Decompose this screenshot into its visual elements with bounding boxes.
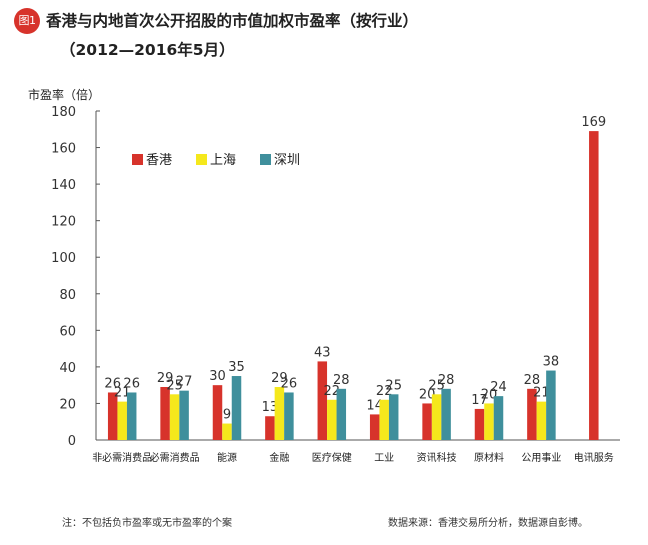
x-tick-label: 必需消费品 [150, 451, 200, 464]
bar-sh-2 [169, 394, 180, 440]
bar-sh-5 [327, 399, 337, 440]
data-label-sh-6: 22 [376, 384, 393, 399]
data-label-hk-6: 14 [366, 398, 383, 413]
y-tick-label: 120 [51, 215, 76, 230]
data-label-sh-7: 25 [428, 378, 445, 393]
data-label-hk-10: 169 [581, 115, 606, 130]
data-label-sh-2: 25 [166, 378, 183, 393]
chart-subtitle: （2012—2016年5月） [60, 41, 235, 59]
legend-label-hk: 香港 [146, 153, 172, 168]
data-label-sz-7: 28 [438, 373, 455, 388]
bar-sh-4 [274, 386, 285, 440]
bar-sz-3 [231, 376, 242, 440]
bar-hk-7 [422, 403, 432, 440]
data-label-sz-3: 35 [228, 360, 245, 375]
data-label-hk-1: 26 [104, 376, 121, 391]
bar-hk-9 [527, 388, 537, 440]
bar-sz-9 [546, 370, 556, 440]
bar-sh-3 [222, 423, 232, 440]
bar-sz-4 [284, 392, 294, 440]
x-tick-label: 原材料 [474, 451, 504, 464]
data-label-sh-3: 9 [223, 408, 231, 423]
x-tick-label: 非必需消费品 [92, 451, 152, 464]
data-label-sh-9: 21 [533, 386, 550, 401]
bar-hk-5 [317, 361, 328, 440]
data-label-sz-2: 27 [176, 375, 193, 390]
bar-hk-1 [107, 392, 118, 440]
data-label-hk-9: 28 [524, 373, 541, 388]
data-label-sz-8: 24 [490, 380, 507, 395]
data-label-hk-4: 13 [262, 400, 279, 415]
y-tick-label: 40 [59, 361, 76, 376]
y-tick-label: 180 [51, 105, 76, 120]
y-tick-label: 140 [51, 178, 76, 193]
bar-sz-1 [126, 392, 137, 440]
data-label-hk-5: 43 [314, 345, 331, 360]
legend-label-sh: 上海 [210, 153, 236, 168]
bar-sh-6 [379, 399, 389, 440]
legend-swatch-sz [260, 154, 271, 165]
data-label-sz-6: 25 [385, 378, 402, 393]
data-label-sh-4: 29 [271, 371, 288, 386]
data-label-hk-3: 30 [209, 369, 226, 384]
footnote: 注：不包括负市盈率或无市盈率的个案 [62, 518, 232, 529]
legend-swatch-hk [132, 154, 143, 165]
y-tick-label: 20 [59, 397, 76, 412]
data-label-sz-9: 38 [543, 355, 560, 370]
y-tick-label: 100 [51, 251, 76, 266]
data-label-hk-7: 20 [419, 387, 436, 402]
legend-label-sz: 深圳 [274, 153, 300, 168]
legend-swatch-sh [196, 154, 207, 165]
bar-hk-8 [474, 408, 485, 440]
x-tick-label: 公用事业 [521, 451, 561, 464]
bar-sz-7 [441, 388, 451, 440]
x-tick-label: 工业 [374, 452, 394, 464]
data-label-sz-5: 28 [333, 373, 350, 388]
data-label-hk-8: 17 [471, 393, 488, 408]
bar-hk-6 [369, 414, 380, 440]
x-tick-label: 医疗保健 [312, 451, 352, 464]
data-label-hk-2: 29 [157, 371, 174, 386]
bar-hk-2 [160, 386, 170, 440]
bar-hk-4 [265, 416, 275, 440]
x-tick-label: 金融 [269, 451, 289, 464]
y-tick-label: 60 [59, 324, 76, 339]
chart-title: 香港与内地首次公开招股的市值加权市盈率（按行业） [46, 12, 419, 30]
bar-sh-7 [431, 394, 442, 440]
y-tick-label: 0 [68, 434, 76, 449]
bar-sz-6 [388, 394, 399, 440]
bar-hk-10 [589, 131, 599, 440]
x-tick-label: 电讯服务 [574, 451, 614, 464]
bar-sz-2 [179, 390, 189, 440]
figure-badge: 图1 [14, 8, 40, 34]
y-tick-label: 80 [59, 288, 76, 303]
data-source: 数据来源：香港交易所分析，数据源自彭博。 [388, 518, 588, 529]
x-tick-label: 资讯科技 [417, 451, 457, 464]
bar-hk-3 [212, 385, 223, 440]
data-label-sh-1: 21 [114, 386, 131, 401]
bar-sh-9 [536, 401, 547, 440]
data-label-sz-4: 26 [281, 376, 298, 391]
y-tick-label: 160 [51, 142, 76, 157]
x-tick-label: 能源 [217, 451, 237, 464]
bar-sz-8 [493, 396, 504, 440]
bar-sz-5 [336, 388, 347, 440]
data-label-sz-1: 26 [123, 376, 140, 391]
data-label-sh-8: 20 [481, 387, 498, 402]
bar-sh-1 [117, 401, 127, 440]
data-label-sh-5: 22 [324, 384, 341, 399]
y-axis-label: 市盈率（倍） [28, 88, 101, 102]
bar-sh-8 [484, 403, 494, 440]
